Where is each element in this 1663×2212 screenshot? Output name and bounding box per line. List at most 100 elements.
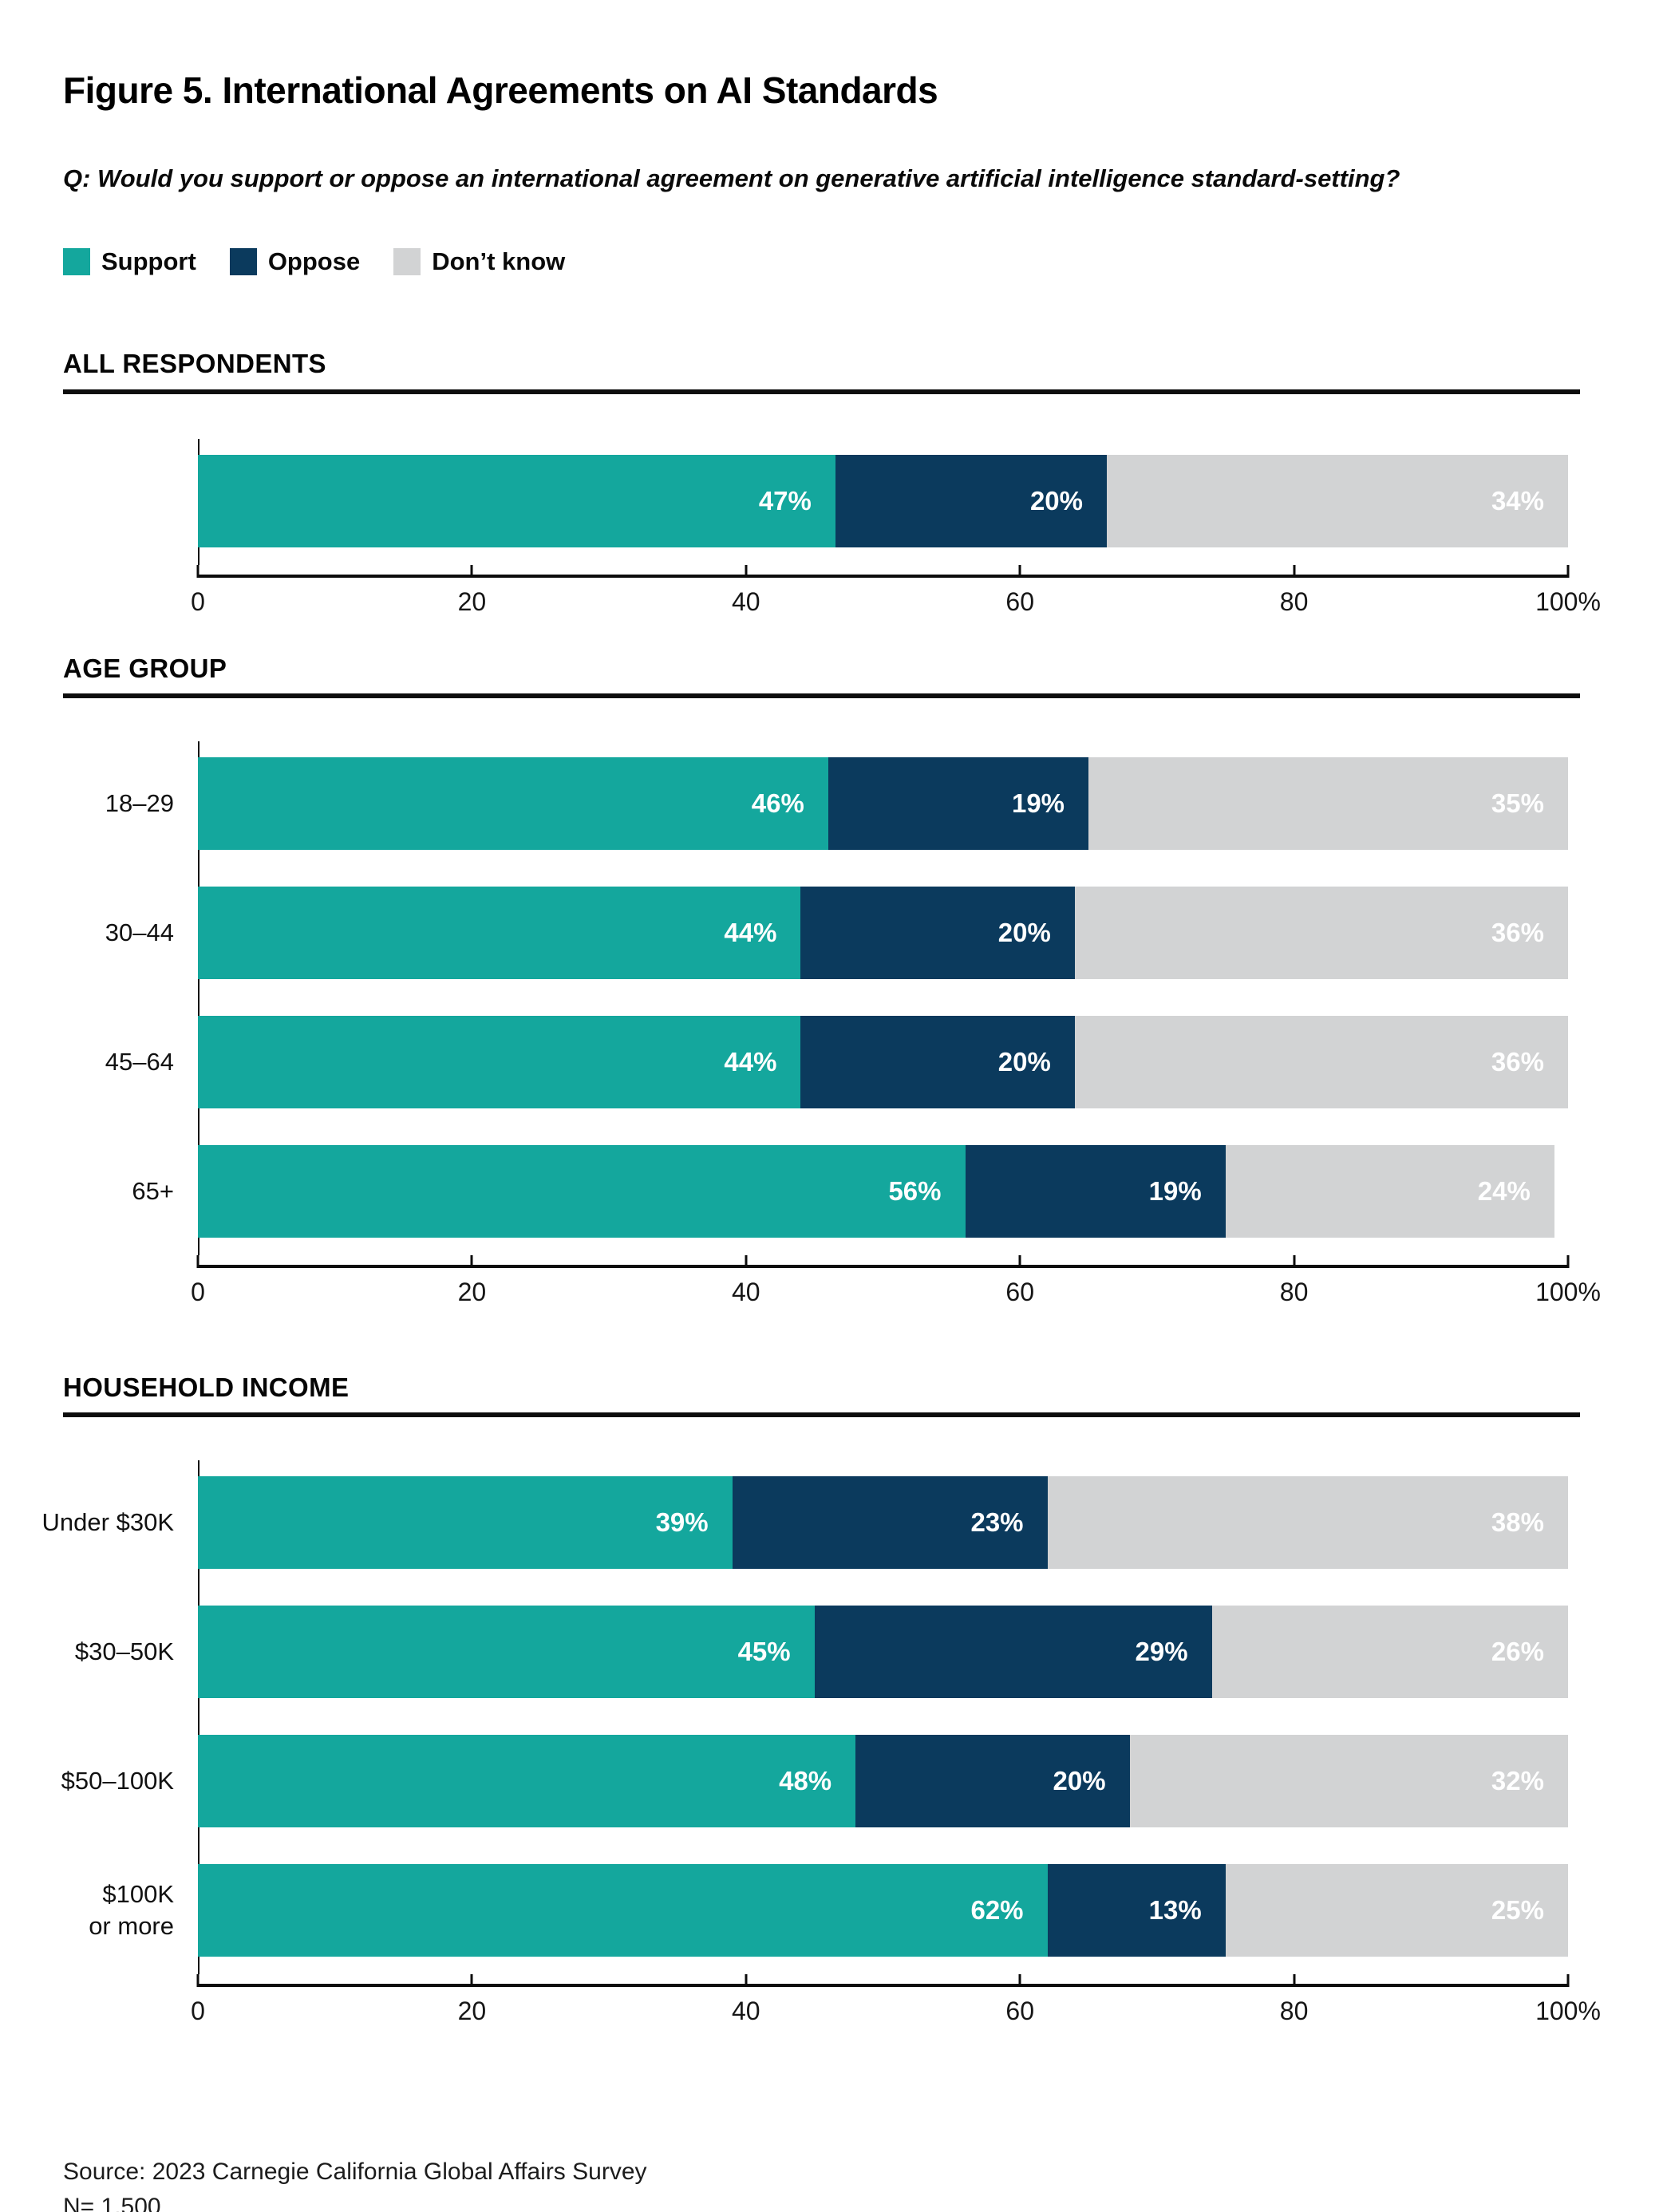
- plot-area: 46% 19% 35% 44% 20% 36% 44% 20% 36% 56% …: [198, 741, 1568, 1256]
- tick-label: 20: [457, 1997, 487, 2026]
- bar-value-label: 48%: [779, 1766, 832, 1796]
- category-label-45-64: 45–64: [105, 1047, 174, 1076]
- bar-segment-oppose: 13%: [1047, 1864, 1226, 1957]
- category-label: [63, 455, 198, 547]
- legend-item-support: Support: [63, 247, 196, 276]
- bar-segment-dont-know: 26%: [1211, 1606, 1568, 1699]
- chart-household-income: Under $30K $30–50K $50–100K $100K or mor…: [42, 1460, 1601, 2028]
- axis-tick: [470, 1974, 473, 1988]
- x-axis: [196, 1974, 1570, 1988]
- axis-tick: [1566, 1255, 1570, 1269]
- bar-value-label: 35%: [1491, 788, 1544, 819]
- stacked-bar-50-100k: 48% 20% 32%: [198, 1735, 1568, 1828]
- bar-segment-oppose: 29%: [814, 1606, 1212, 1699]
- x-axis-line: [198, 1265, 1568, 1269]
- chart-age-group: 18–29 30–44 45–64 65+ 46% 19% 35% 44% 20…: [63, 741, 1601, 1309]
- category-label-30-44: 30–44: [105, 918, 174, 946]
- question-text: Q: Would you support or oppose an intern…: [63, 164, 1400, 192]
- tick-label: 60: [1005, 587, 1034, 616]
- bar-segment-support: 44%: [198, 1016, 801, 1109]
- bar-value-label: 20%: [1029, 485, 1084, 515]
- tick-label: 40: [732, 1997, 760, 2026]
- bar-value-label: 29%: [1135, 1637, 1188, 1667]
- section-header-age-group: AGE GROUP: [63, 653, 227, 683]
- axis-tick: [1018, 1255, 1021, 1269]
- source-note: Source: 2023 Carnegie California Global …: [63, 2155, 1580, 2212]
- bar-value-label: 34%: [1491, 485, 1545, 515]
- section-header-all-respondents: ALL RESPONDENTS: [63, 349, 326, 379]
- bar-segment-dont-know: 36%: [1074, 887, 1568, 980]
- axis-tick: [196, 564, 199, 578]
- axis-tick: [1293, 1255, 1296, 1269]
- bar-segment-dont-know: 36%: [1074, 1016, 1568, 1109]
- x-axis: [196, 1255, 1570, 1269]
- bar-value-label: 46%: [751, 788, 804, 819]
- bar-value-label: 25%: [1491, 1895, 1544, 1926]
- bar-segment-oppose: 23%: [732, 1476, 1048, 1570]
- plot-area: 39% 23% 38% 45% 29% 26% 48% 20% 32% 62% …: [198, 1460, 1568, 1975]
- axis-tick: [1293, 564, 1296, 578]
- bar-segment-support: 47%: [198, 454, 835, 547]
- stacked-bar-30-50k: 45% 29% 26%: [198, 1606, 1568, 1699]
- tick-label: 80: [1279, 1997, 1309, 2026]
- bar-value-label: 44%: [724, 918, 777, 948]
- x-axis-tick-labels: 0 20 40 60 80 100%: [191, 1997, 1601, 2028]
- axis-tick: [745, 1255, 748, 1269]
- bar-value-label: 19%: [1011, 788, 1065, 819]
- stacked-bar-under-30k: 39% 23% 38%: [198, 1476, 1568, 1570]
- stacked-bar-30-44: 44% 20% 36%: [198, 887, 1568, 980]
- bar-segment-oppose: 20%: [855, 1735, 1130, 1828]
- x-axis-line: [198, 1984, 1568, 1988]
- bar-value-label: 32%: [1491, 1766, 1544, 1796]
- bar-segment-oppose: 20%: [800, 887, 1075, 980]
- bar-segment-support: 44%: [198, 887, 801, 980]
- bar-value-label: 62%: [970, 1895, 1024, 1926]
- stacked-bar-18-29: 46% 19% 35%: [198, 757, 1568, 851]
- bar-segment-dont-know: 38%: [1047, 1476, 1568, 1570]
- legend-item-oppose: Oppose: [229, 247, 361, 276]
- bar-segment-dont-know: 24%: [1225, 1145, 1554, 1238]
- category-label-30-50k: $30–50K: [74, 1637, 174, 1666]
- bar-value-label: 44%: [724, 1047, 777, 1077]
- category-label-line: $100K: [102, 1880, 174, 1909]
- bar-value-label: 19%: [1148, 1176, 1202, 1207]
- axis-tick: [745, 564, 748, 578]
- x-axis-line: [198, 574, 1568, 578]
- bar-value-label: 47%: [758, 485, 812, 515]
- bar-value-label: 39%: [655, 1507, 709, 1538]
- tick-label: 0: [191, 1278, 205, 1307]
- axis-tick: [1293, 1974, 1296, 1988]
- tick-label: 0: [191, 587, 205, 616]
- sample-size: N= 1,500: [63, 2193, 161, 2212]
- legend-swatch-support: [63, 248, 90, 276]
- x-axis-tick-labels: 0 20 40 60 80 100%: [191, 1278, 1601, 1309]
- plot-area: 47% 20% 34%: [198, 438, 1569, 565]
- axis-tick: [1018, 1974, 1021, 1988]
- chart-all-respondents: 47% 20% 34% 0 20 40 60 80 100%: [63, 438, 1601, 619]
- legend-label-support: Support: [101, 247, 196, 276]
- axis-tick: [196, 1255, 199, 1269]
- bar-value-label: 24%: [1477, 1176, 1531, 1207]
- bar-value-label: 36%: [1491, 1047, 1544, 1077]
- category-label-column: 18–29 30–44 45–64 65+: [63, 741, 198, 1255]
- plot-row: 47% 20% 34%: [63, 438, 1580, 565]
- axis-tick: [1566, 564, 1570, 578]
- bar-segment-support: 45%: [198, 1606, 815, 1699]
- bar-value-label: 23%: [970, 1507, 1024, 1538]
- bar-segment-support: 46%: [198, 757, 828, 851]
- stacked-bar-45-64: 44% 20% 36%: [198, 1016, 1568, 1109]
- tick-label: 40: [732, 1278, 760, 1307]
- legend-label-oppose: Oppose: [267, 247, 361, 276]
- bar-segment-support: 56%: [198, 1145, 966, 1238]
- bar-value-label: 13%: [1148, 1895, 1202, 1926]
- bar-segment-dont-know: 25%: [1225, 1864, 1568, 1957]
- axis-tick: [470, 1255, 473, 1269]
- bar-value-label: 20%: [997, 1047, 1051, 1077]
- source-line: Source: 2023 Carnegie California Global …: [63, 2159, 647, 2186]
- plot-row: Under $30K $30–50K $50–100K $100K or mor…: [42, 1460, 1580, 1975]
- figure-title: Figure 5. International Agreements on AI…: [63, 69, 938, 111]
- axis-tick: [196, 1974, 199, 1988]
- tick-label: 100%: [1535, 587, 1601, 616]
- category-label-line: or more: [89, 1912, 174, 1941]
